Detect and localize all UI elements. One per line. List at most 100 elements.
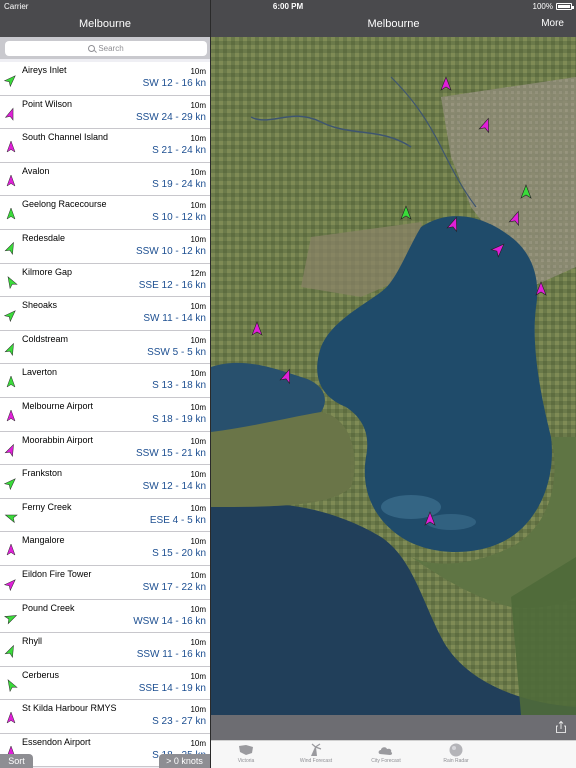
map-station-marker-icon[interactable]	[424, 511, 436, 526]
station-name: Coldstream	[22, 333, 69, 344]
station-row[interactable]: Kilmore Gap 12m SSE 12 - 16 kn	[0, 263, 210, 298]
station-row[interactable]: Ferny Creek 10m ESE 4 - 5 kn	[0, 498, 210, 533]
satellite-map[interactable]	[211, 37, 576, 715]
wind-direction-arrow-icon	[6, 174, 16, 187]
station-height: 10m	[190, 570, 206, 580]
map-station-marker-icon[interactable]	[520, 184, 532, 199]
station-row[interactable]: Rhyll 10m SSW 11 - 16 kn	[0, 633, 210, 667]
map-station-marker-icon[interactable]	[535, 281, 547, 296]
station-name: Moorabbin Airport	[22, 434, 94, 445]
wind-direction-arrow-icon	[4, 514, 18, 523]
clock: 6:00 PM	[272, 2, 304, 11]
station-wind: SSE 14 - 19 kn	[138, 682, 206, 694]
search-icon	[88, 45, 96, 52]
station-name: Point Wilson	[22, 98, 73, 109]
tab-label: Wind Forecast	[299, 758, 333, 764]
station-height: 10m	[190, 470, 206, 480]
station-name: South Channel Island	[22, 132, 109, 143]
station-height: 10m	[190, 638, 206, 648]
tab-rain-radar[interactable]: Rain Radar	[421, 743, 491, 764]
station-height: 12m	[190, 268, 206, 278]
station-height: 10m	[190, 671, 206, 681]
station-name: Cerberus	[22, 669, 60, 680]
sort-button[interactable]: Sort	[0, 754, 33, 768]
station-wind: S 13 - 18 kn	[152, 380, 206, 392]
map-station-marker-icon[interactable]	[279, 368, 294, 385]
battery-icon	[556, 3, 574, 10]
station-name: Essendon Airport	[22, 736, 91, 747]
split-divider	[210, 0, 211, 768]
station-row[interactable]: Melbourne Airport 10m S 18 - 19 kn	[0, 397, 210, 432]
right-nav-bar: Melbourne More	[211, 0, 576, 37]
station-row[interactable]: Redesdale 10m SSW 10 - 12 kn	[0, 229, 210, 264]
station-wind: SW 17 - 22 kn	[142, 581, 206, 593]
station-height: 10m	[190, 67, 206, 76]
tab-victoria[interactable]: Victoria	[211, 743, 281, 764]
station-wind: ESE 4 - 5 kn	[149, 514, 206, 526]
search-placeholder: Search	[98, 44, 124, 53]
station-height: 10m	[190, 738, 206, 748]
station-wind: SSW 11 - 16 kn	[136, 649, 206, 661]
station-name: Frankston	[22, 468, 63, 479]
station-row[interactable]: Moorabbin Airport 10m SSW 15 - 21 kn	[0, 431, 210, 466]
station-row[interactable]: Sheoaks 10m SW 11 - 14 kn	[0, 297, 210, 331]
tab-bar: Victoria Wind Forecast City Forecast Rai…	[211, 740, 576, 768]
station-list: Aireys Inlet 10m SW 12 - 16 kn Point Wilson…	[0, 62, 210, 768]
knots-filter-button[interactable]: > 0 knots	[159, 754, 210, 768]
station-row[interactable]: Point Wilson 10m SSW 24 - 29 kn	[0, 95, 210, 130]
station-row[interactable]: Coldstream 10m SSW 5 - 5 kn	[0, 330, 210, 365]
wind-direction-arrow-icon	[4, 75, 16, 87]
map-station-marker-icon[interactable]	[490, 241, 507, 258]
station-row[interactable]: Frankston 10m SW 12 - 14 kn	[0, 465, 210, 499]
rain-radar-icon	[449, 743, 463, 757]
station-name: Mangalore	[22, 535, 65, 546]
station-name: Rhyll	[22, 636, 43, 647]
tab-wind-forecast[interactable]: Wind Forecast	[281, 743, 351, 764]
search-input[interactable]: Search	[5, 41, 207, 56]
wind-direction-arrow-icon	[4, 579, 16, 591]
station-row[interactable]: Cerberus 10m SSE 14 - 19 kn	[0, 666, 210, 701]
search-bar: Search	[0, 37, 210, 59]
station-name: Eildon Fire Tower	[22, 568, 92, 579]
map-station-marker-icon[interactable]	[440, 76, 452, 91]
station-row[interactable]: Pound Creek 10m WSW 14 - 16 kn	[0, 599, 210, 634]
map-toolbar	[211, 715, 576, 740]
wind-direction-arrow-icon	[4, 614, 18, 624]
wind-direction-arrow-icon	[4, 107, 14, 121]
share-icon[interactable]	[556, 721, 566, 733]
station-name: Laverton	[22, 367, 58, 378]
station-name: Pound Creek	[22, 602, 75, 613]
wind-direction-arrow-icon	[6, 140, 16, 153]
station-height: 10m	[190, 503, 206, 513]
station-row[interactable]: Avalon 10m S 19 - 24 kn	[0, 162, 210, 197]
map-station-marker-icon[interactable]	[400, 205, 412, 220]
station-wind: SSE 12 - 16 kn	[138, 279, 206, 291]
station-height: 10m	[190, 436, 206, 446]
map-station-marker-icon[interactable]	[478, 117, 493, 134]
station-height: 10m	[190, 234, 206, 244]
wind-direction-arrow-icon	[4, 443, 14, 457]
station-name: Redesdale	[22, 232, 66, 243]
more-button[interactable]: More	[541, 18, 564, 29]
wind-direction-arrow-icon	[4, 310, 16, 323]
map-station-marker-icon[interactable]	[508, 210, 523, 227]
wind-direction-arrow-icon	[6, 375, 16, 388]
station-row[interactable]: Eildon Fire Tower 10m SW 17 - 22 kn	[0, 565, 210, 600]
station-row[interactable]: Geelong Racecourse 10m S 10 - 12 kn	[0, 196, 210, 230]
station-row[interactable]: South Channel Island 10m S 21 - 24 kn	[0, 129, 210, 163]
station-row[interactable]: Mangalore 10m S 15 - 20 kn	[0, 532, 210, 566]
station-wind: WSW 14 - 16 kn	[133, 615, 206, 627]
station-row[interactable]: St Kilda Harbour RMYS 10m S 23 - 27 kn	[0, 700, 210, 734]
station-height: 10m	[190, 402, 206, 412]
station-row[interactable]: Aireys Inlet 10m SW 12 - 16 kn	[0, 62, 210, 96]
map-station-marker-icon[interactable]	[251, 321, 263, 336]
map-station-marker-icon[interactable]	[446, 216, 461, 233]
station-name: St Kilda Harbour RMYS	[22, 703, 117, 714]
station-height: 10m	[190, 201, 206, 211]
station-wind: SSW 24 - 29 kn	[135, 111, 206, 123]
station-row[interactable]: Laverton 10m S 13 - 18 kn	[0, 364, 210, 398]
wind-direction-arrow-icon	[4, 342, 14, 356]
wind-direction-arrow-icon	[6, 207, 16, 220]
station-wind: SSW 15 - 21 kn	[135, 447, 206, 459]
tab-city-forecast[interactable]: City Forecast	[351, 743, 421, 764]
